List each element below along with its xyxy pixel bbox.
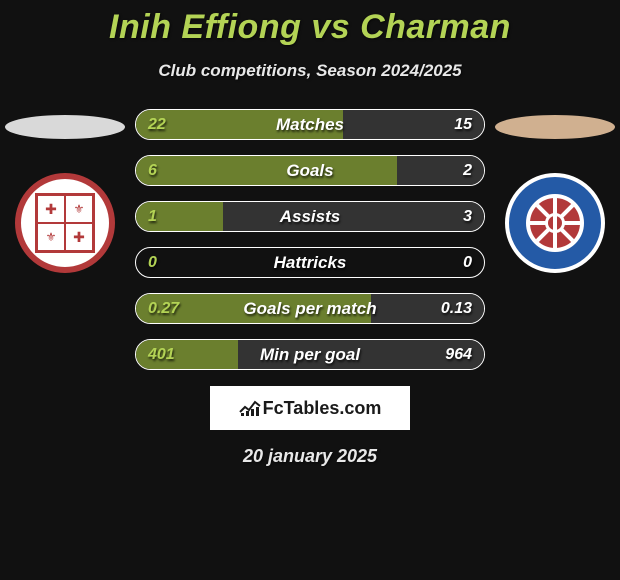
stat-row: 1 Assists 3: [135, 201, 485, 232]
left-club-badge: [15, 173, 115, 273]
stat-value-right: 15: [454, 116, 472, 134]
stat-row: 401 Min per goal 964: [135, 339, 485, 370]
stat-value-left: 1: [148, 208, 157, 226]
stat-row: 0.27 Goals per match 0.13: [135, 293, 485, 324]
right-club-wheel-icon: [526, 194, 584, 252]
right-club-badge: [505, 173, 605, 273]
comparison-card: Inih Effiong vs Charman Club competition…: [0, 0, 620, 467]
subtitle: Club competitions, Season 2024/2025: [158, 61, 461, 81]
stat-row: 22 Matches 15: [135, 109, 485, 140]
stat-value-left: 6: [148, 162, 157, 180]
stat-fill-right: [223, 202, 484, 231]
stat-value-left: 22: [148, 116, 166, 134]
stat-row: 6 Goals 2: [135, 155, 485, 186]
branding-text: FcTables.com: [239, 398, 382, 419]
branding-banner[interactable]: FcTables.com: [210, 386, 410, 430]
stat-label: Min per goal: [260, 345, 360, 365]
left-club-shield-icon: [35, 193, 95, 253]
stat-label: Goals: [286, 161, 333, 181]
stat-value-right: 0.13: [441, 300, 472, 318]
main-row: 22 Matches 15 6 Goals 2 1 Assists 3 0 Hattricks 0 0.…: [0, 109, 620, 370]
right-club-column: [495, 109, 615, 273]
stat-label: Hattricks: [274, 253, 347, 273]
stat-value-right: 0: [463, 254, 472, 272]
stat-value-left: 0: [148, 254, 157, 272]
stat-label: Goals per match: [243, 299, 376, 319]
stat-value-left: 0.27: [148, 300, 179, 318]
left-club-column: [5, 109, 125, 273]
stat-value-right: 2: [463, 162, 472, 180]
chart-icon: [239, 399, 261, 417]
stats-column: 22 Matches 15 6 Goals 2 1 Assists 3 0 Hattricks 0 0.…: [135, 109, 485, 370]
stat-label: Assists: [280, 207, 340, 227]
stat-value-left: 401: [148, 346, 175, 364]
date-label: 20 january 2025: [243, 446, 377, 467]
stat-label: Matches: [276, 115, 344, 135]
stat-fill-left: [136, 156, 397, 185]
page-title: Inih Effiong vs Charman: [109, 8, 511, 47]
left-player-silhouette: [5, 115, 125, 139]
stat-value-right: 964: [445, 346, 472, 364]
stat-value-right: 3: [463, 208, 472, 226]
right-player-silhouette: [495, 115, 615, 139]
stat-row: 0 Hattricks 0: [135, 247, 485, 278]
branding-label: FcTables.com: [263, 398, 382, 419]
